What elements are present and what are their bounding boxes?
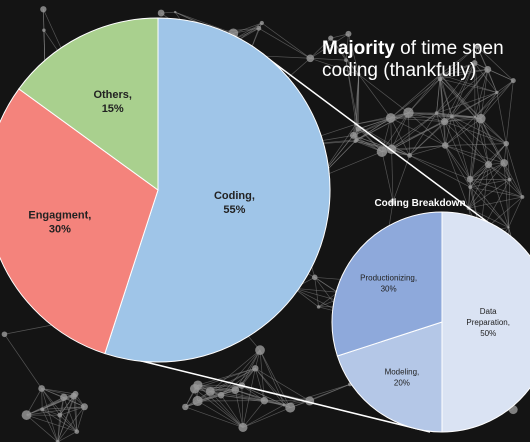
headline: Majority of time spen coding (thankfully…: [322, 38, 504, 82]
slice-value-label: 30%: [49, 224, 71, 236]
slice-label: Preparation,: [466, 318, 510, 327]
headline-bold: Majority: [322, 38, 395, 59]
pie-chart-0: Coding, 55% Engagment, 30% Others, 15%: [0, 17, 331, 363]
pie-slice: [336, 321, 443, 433]
pie-chart-1: Data Preparation, 50% Modeling, 20% Productio…: [331, 198, 530, 433]
connector-line-top: [249, 44, 506, 236]
pie-slice: [441, 211, 530, 433]
slice-value-label: 55%: [223, 204, 245, 216]
slice-label: Others,: [93, 89, 132, 101]
slice-value-label: 15%: [102, 103, 124, 115]
headline-rest: of time spen: [394, 38, 504, 59]
chart-title: Coding Breakdown: [374, 198, 465, 209]
slice-label: Data: [480, 307, 497, 316]
pie-slice: [0, 88, 159, 355]
connector-line-bottom: [104, 351, 431, 433]
headline-line2: coding (thankfully): [322, 60, 477, 81]
slice-label: Modeling,: [385, 367, 420, 376]
slice-value-label: 30%: [381, 285, 397, 294]
slice-label: Productionizing,: [360, 274, 417, 283]
slice-value-label: 50%: [480, 329, 496, 338]
pie-slice: [18, 17, 159, 191]
pie-slice: [104, 17, 331, 363]
pie-slice: [331, 211, 443, 357]
slice-value-label: 20%: [394, 378, 410, 387]
connector-lines: [104, 44, 506, 433]
slice-label: Engagment,: [28, 210, 91, 222]
slice-label: Coding,: [214, 190, 255, 202]
